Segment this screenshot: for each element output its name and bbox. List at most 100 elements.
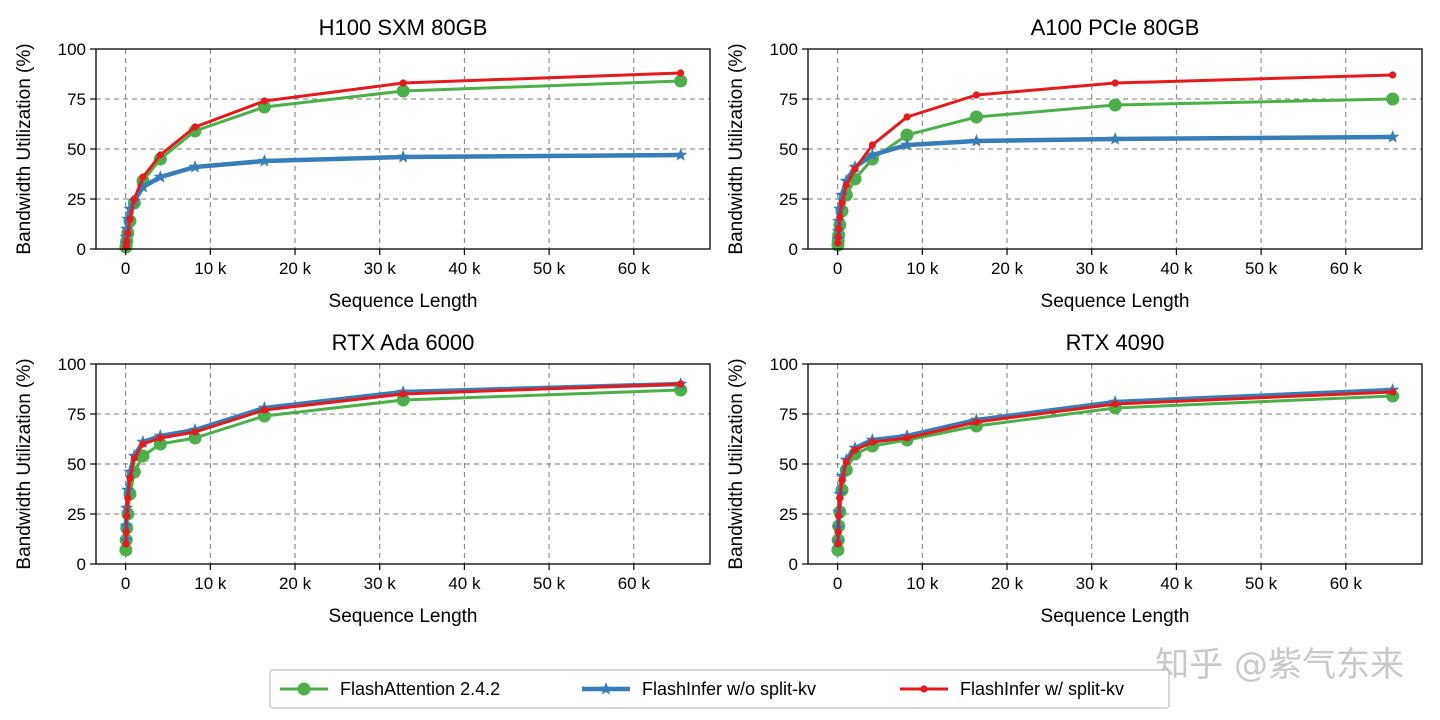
legend-marker-shape xyxy=(297,682,311,696)
data-point xyxy=(839,174,853,187)
x-tick-label: 0 xyxy=(121,259,130,278)
data-point xyxy=(188,160,202,173)
y-tick-label: 50 xyxy=(67,140,86,159)
chart-panel-0: 0 10 k 20 k 30 k 40 k 50 k 60 k 0 25 50 75 100 H100 … xyxy=(14,15,711,312)
data-point xyxy=(842,458,850,466)
data-point xyxy=(838,476,846,484)
y-tick-label: 50 xyxy=(779,455,798,474)
data-point xyxy=(903,434,911,442)
data-point xyxy=(842,181,850,189)
series-flashinfer-w-split-kv xyxy=(122,69,685,251)
data-point xyxy=(1389,71,1397,79)
data-point xyxy=(834,540,842,548)
data-point xyxy=(126,215,134,223)
x-tick-label: 60 k xyxy=(618,574,651,593)
x-tick-label: 20 k xyxy=(279,574,312,593)
y-axis-label: Bandwidth Utilization (%) xyxy=(14,358,35,569)
series-line xyxy=(835,134,1395,242)
data-point xyxy=(838,199,846,207)
data-point xyxy=(865,148,879,161)
x-tick-label: 50 k xyxy=(1245,574,1278,593)
legend-marker-2 xyxy=(920,685,928,693)
legend-marker-1 xyxy=(599,682,613,695)
data-point xyxy=(972,91,980,99)
x-tick-label: 30 k xyxy=(364,574,397,593)
x-tick-label: 30 k xyxy=(364,259,397,278)
data-point xyxy=(677,69,685,77)
y-tick-label: 0 xyxy=(789,555,798,574)
series-line xyxy=(836,390,1395,546)
series-flashinfer-w-split-kv xyxy=(834,388,1397,548)
y-tick-label: 75 xyxy=(67,90,86,109)
chart-panel-1: 0 10 k 20 k 30 k 40 k 50 k 60 k 0 25 50 75 100 A100 … xyxy=(726,15,1423,312)
chart-title: A100 PCIe 80GB xyxy=(1031,15,1200,40)
legend-item-2: FlashInfer w/ split-kv xyxy=(900,679,1124,699)
x-tick-label: 0 xyxy=(121,574,130,593)
x-tick-label: 40 k xyxy=(1160,574,1193,593)
data-point xyxy=(191,123,199,131)
data-point xyxy=(972,418,980,426)
watermark: 知乎 @紫气东来 xyxy=(1155,645,1404,685)
data-point xyxy=(156,434,164,442)
x-tick-label: 50 k xyxy=(1245,259,1278,278)
data-point xyxy=(139,173,147,181)
x-tick-label: 0 xyxy=(833,574,842,593)
data-point xyxy=(836,213,844,221)
x-axis-label: Sequence Length xyxy=(1041,291,1190,312)
data-point xyxy=(674,148,688,161)
x-tick-label: 0 xyxy=(833,259,842,278)
data-point xyxy=(868,141,876,149)
data-point xyxy=(136,180,150,193)
data-point xyxy=(136,449,150,463)
chart-panel-3: 0 10 k 20 k 30 k 40 k 50 k 60 k 0 25 50 75 100 RTX 4… xyxy=(726,330,1423,627)
legend-label-0: FlashAttention 2.4.2 xyxy=(340,679,500,699)
legend-marker-shape xyxy=(599,682,613,695)
data-point xyxy=(674,74,688,88)
series-flashattention-2-4-2 xyxy=(831,389,1400,557)
data-point xyxy=(1108,132,1122,145)
data-point xyxy=(257,154,272,167)
x-tick-label: 40 k xyxy=(1160,259,1193,278)
data-point xyxy=(130,454,138,462)
data-point xyxy=(123,202,137,215)
legend-label-2: FlashInfer w/ split-kv xyxy=(960,679,1124,699)
series-flashinfer-w-split-kv xyxy=(834,71,1397,247)
series-flashinfer-w-split-kv xyxy=(122,380,685,548)
data-point xyxy=(399,390,407,398)
series-flashinfer-w-o-split-kv xyxy=(831,130,1400,245)
y-tick-label: 25 xyxy=(779,505,798,524)
legend-marker-0 xyxy=(297,682,311,696)
data-point xyxy=(119,543,133,557)
y-tick-label: 0 xyxy=(77,555,86,574)
y-tick-label: 100 xyxy=(770,40,798,59)
x-tick-label: 10 k xyxy=(194,259,227,278)
y-tick-label: 25 xyxy=(67,190,86,209)
y-tick-label: 100 xyxy=(58,40,86,59)
data-point xyxy=(130,195,138,203)
chart-title: H100 SXM 80GB xyxy=(319,15,488,40)
data-point xyxy=(834,239,842,247)
data-point xyxy=(677,380,685,388)
x-tick-label: 10 k xyxy=(194,574,227,593)
data-point xyxy=(836,494,844,502)
data-point xyxy=(260,97,268,105)
y-tick-label: 0 xyxy=(789,240,798,259)
data-point xyxy=(260,406,268,414)
data-point xyxy=(834,528,842,536)
data-point xyxy=(834,233,842,241)
x-tick-label: 10 k xyxy=(906,259,939,278)
series-flashattention-2-4-2 xyxy=(831,92,1400,252)
data-point xyxy=(123,512,131,520)
legend-label-1: FlashInfer w/o split-kv xyxy=(642,679,816,699)
chart-title: RTX 4090 xyxy=(1066,330,1165,355)
y-axis-label: Bandwidth Utilization (%) xyxy=(14,43,35,254)
x-tick-label: 20 k xyxy=(991,259,1024,278)
series-line xyxy=(836,394,1395,552)
data-point xyxy=(122,528,130,536)
series-flashinfer-w-o-split-kv xyxy=(119,148,688,249)
data-point xyxy=(868,438,876,446)
y-tick-label: 75 xyxy=(67,405,86,424)
legend-frame xyxy=(269,669,1170,709)
x-axis-label: Sequence Length xyxy=(329,606,478,627)
x-tick-label: 60 k xyxy=(618,259,651,278)
